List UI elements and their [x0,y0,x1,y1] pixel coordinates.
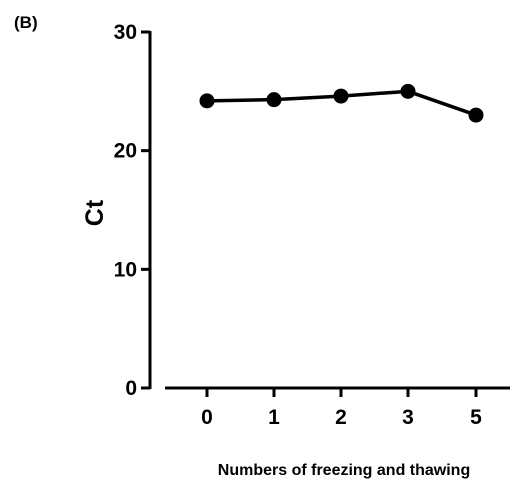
data-point [400,83,416,99]
y-tick-label: 30 [114,21,137,44]
x-tick-label: 1 [268,406,280,429]
y-tick-label: 10 [114,258,137,281]
data-point [333,88,349,104]
data-point [468,107,484,123]
data-point [199,93,215,109]
x-axis-title: Numbers of freezing and thawing [218,462,470,479]
data-point [266,92,282,108]
series-layer [199,83,484,123]
x-axis: 0 1 2 3 5 [165,386,510,429]
y-axis: 0 10 20 30 [114,21,152,400]
x-tick-label: 0 [201,406,213,429]
x-tick-label: 5 [470,406,482,429]
x-tick-label: 3 [402,406,414,429]
x-tick-label: 2 [335,406,347,429]
y-axis-title: Ct [81,199,109,226]
panel-label: (B) [14,13,38,32]
y-tick-label: 0 [125,377,137,400]
y-tick-label: 20 [114,140,137,163]
